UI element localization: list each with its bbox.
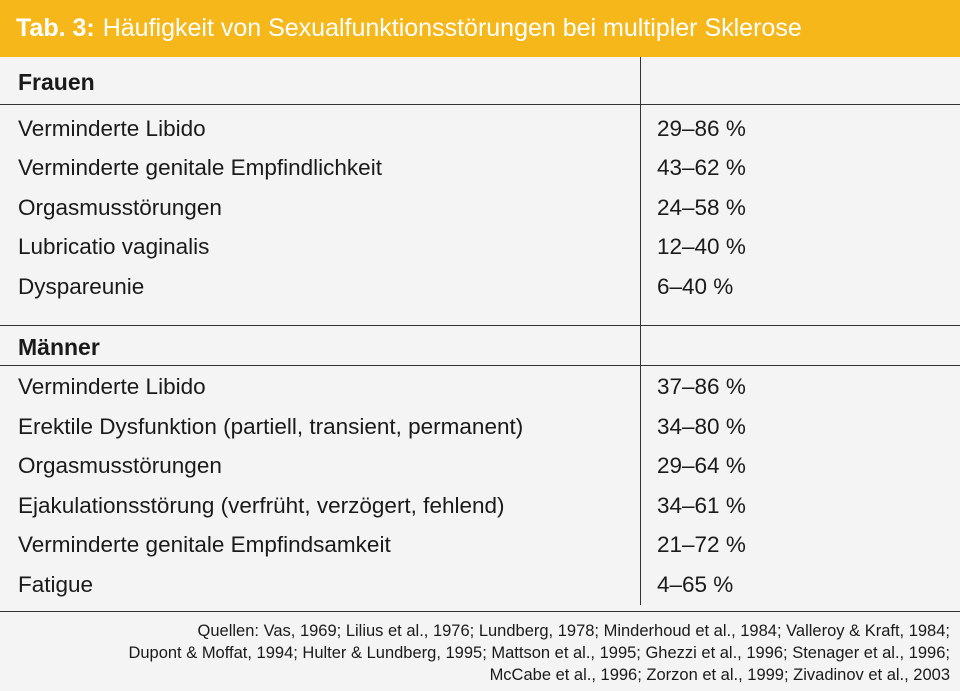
row-item: Lubricatio vaginalis (18, 234, 210, 260)
table-row: Ejakulationsstörung (verfrüht, verzögert… (0, 486, 960, 526)
row-value: 29–64 % (657, 453, 746, 479)
row-value: 6–40 % (657, 273, 734, 299)
row-item: Verminderte Libido (18, 374, 206, 400)
table-title: Häufigkeit von Sexualfunktionsstörungen … (102, 14, 802, 42)
row-item: Verminderte genitale Empfindsamkeit (18, 532, 391, 558)
row-item: Orgasmusstörungen (18, 194, 222, 220)
row-item: Dyspareunie (18, 273, 145, 299)
sources-line: Quellen: Vas, 1969; Lilius et al., 1976;… (197, 621, 950, 640)
row-item: Verminderte genitale Empfindlichkeit (18, 155, 382, 181)
row-value: 43–62 % (657, 155, 746, 181)
frequency-table: Frauen Verminderte Libido 29–86 % Vermin… (0, 57, 960, 612)
row-value: 24–58 % (657, 194, 746, 220)
row-value: 29–86 % (657, 115, 746, 141)
table-row: Lubricatio vaginalis 12–40 % (0, 228, 960, 268)
table-row: Verminderte Libido 29–86 % (0, 109, 960, 149)
column-divider (640, 57, 641, 605)
sources-line: Dupont & Moffat, 1994; Hulter & Lundberg… (128, 643, 950, 662)
row-value: 34–61 % (657, 492, 746, 518)
row-item: Orgasmusstörungen (18, 453, 222, 479)
row-item: Fatigue (18, 571, 94, 597)
table-row: Verminderte genitale Empfindlichkeit 43–… (0, 149, 960, 189)
row-value: 21–72 % (657, 532, 746, 558)
table-title-bar: Tab. 3: Häufigkeit von Sexualfunktionsst… (0, 0, 960, 57)
sources-line: McCabe et al., 1996; Zorzon et al., 1999… (489, 665, 950, 684)
row-value: 34–80 % (657, 413, 746, 439)
table-bottom-rule (0, 610, 960, 612)
row-item: Ejakulationsstörung (verfrüht, verzögert… (18, 492, 505, 518)
section-header-label: Männer (18, 333, 100, 360)
table-row: Orgasmusstörungen 24–58 % (0, 188, 960, 228)
row-value: 4–65 % (657, 571, 734, 597)
row-value: 12–40 % (657, 234, 746, 260)
table-row: Verminderte Libido 37–86 % (0, 368, 960, 408)
sources-note: Quellen: Vas, 1969; Lilius et al., 1976;… (0, 612, 960, 686)
section-header-maenner: Männer (0, 326, 960, 366)
table-row: Dyspareunie 6–40 % (0, 267, 960, 307)
table-number: Tab. 3: (16, 14, 95, 42)
row-value: 37–86 % (657, 374, 746, 400)
table-row: Fatigue 4–65 % (0, 565, 960, 605)
table-row: Verminderte genitale Empfindsamkeit 21–7… (0, 526, 960, 566)
table-row: Erektile Dysfunktion (partiell, transien… (0, 407, 960, 447)
row-item: Erektile Dysfunktion (partiell, transien… (18, 413, 524, 439)
section-header-frauen: Frauen (0, 57, 960, 105)
row-item: Verminderte Libido (18, 115, 206, 141)
section-header-label: Frauen (18, 69, 95, 95)
table-row: Orgasmusstörungen 29–64 % (0, 447, 960, 487)
